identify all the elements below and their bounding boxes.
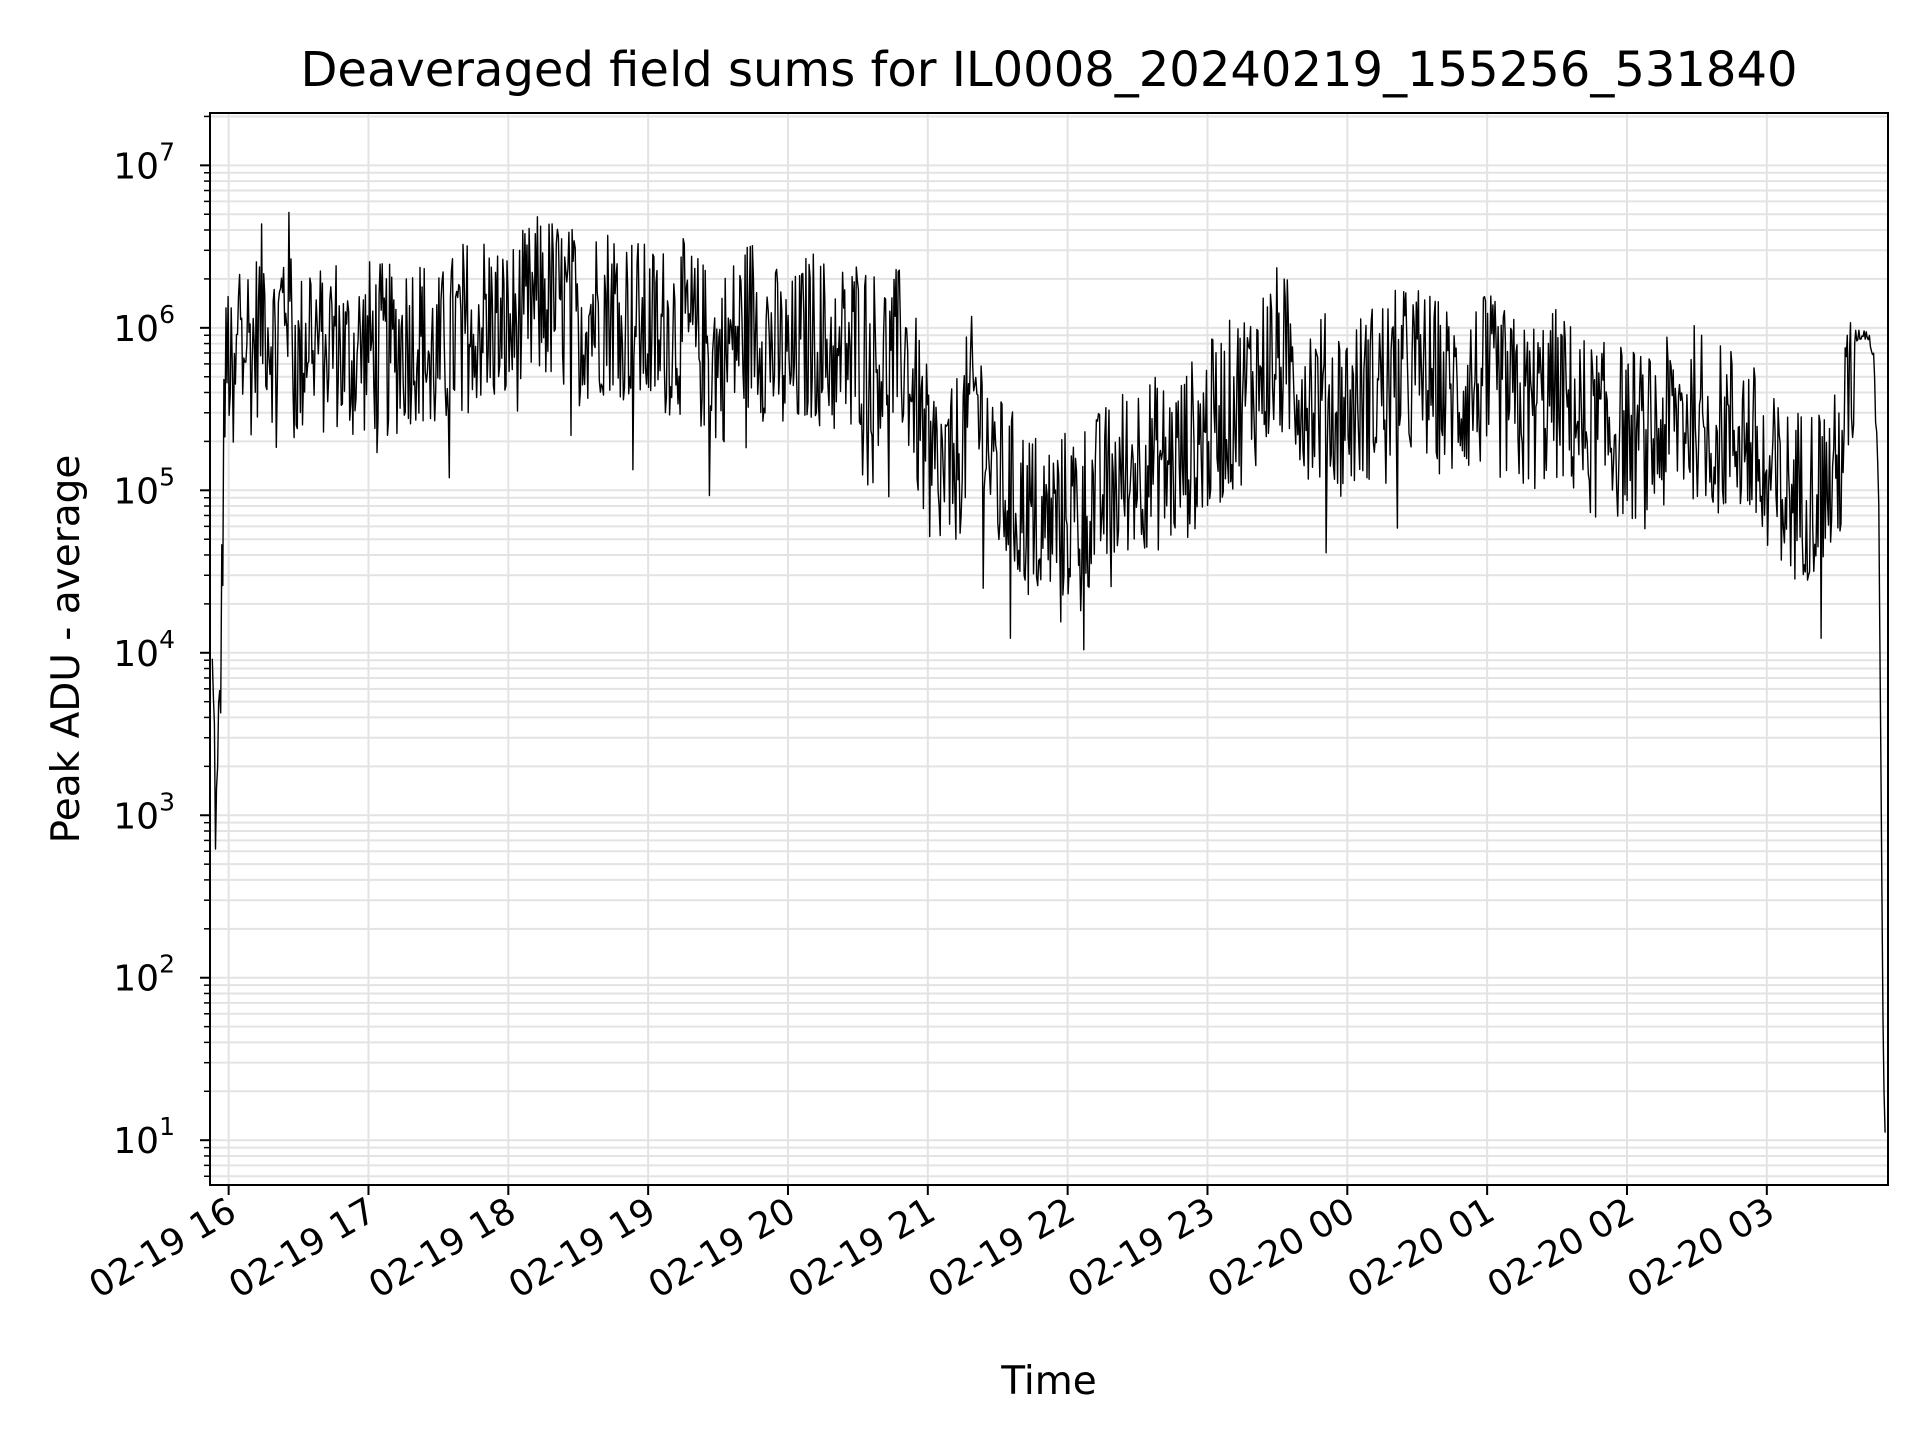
y-axis-label: Peak ADU - average xyxy=(44,455,89,844)
y-tick-base: 10 xyxy=(113,796,159,837)
y-tick-label: 102 xyxy=(113,950,175,1000)
y-tick-exponent: 3 xyxy=(159,787,175,816)
y-tick-base: 10 xyxy=(113,146,159,187)
y-tick-exponent: 6 xyxy=(159,300,175,329)
chart-title: Deaveraged field sums for IL0008_2024021… xyxy=(300,42,1797,98)
y-tick-exponent: 4 xyxy=(159,625,175,654)
y-tick-base: 10 xyxy=(113,471,159,512)
data-layer xyxy=(211,211,1886,1133)
y-tick-base: 10 xyxy=(113,959,159,1000)
y-tick-exponent: 2 xyxy=(159,950,175,979)
plot-frame xyxy=(209,112,1889,1186)
y-tick-label: 101 xyxy=(113,1112,175,1162)
y-tick-exponent: 7 xyxy=(159,137,175,166)
series-line xyxy=(211,211,1886,1133)
y-tick-label: 106 xyxy=(113,300,175,350)
y-tick-exponent: 5 xyxy=(159,462,175,491)
y-tick-label: 104 xyxy=(113,625,175,675)
x-axis-label: Time xyxy=(1000,1359,1096,1404)
y-tick-base: 10 xyxy=(113,634,159,675)
y-tick-label: 107 xyxy=(113,137,175,187)
grid xyxy=(210,113,1888,1185)
y-tick-base: 10 xyxy=(113,309,159,350)
y-tick-label: 103 xyxy=(113,787,175,837)
y-tick-exponent: 1 xyxy=(159,1112,175,1141)
y-tick-base: 10 xyxy=(113,1121,159,1162)
y-tick-label: 105 xyxy=(113,462,175,512)
